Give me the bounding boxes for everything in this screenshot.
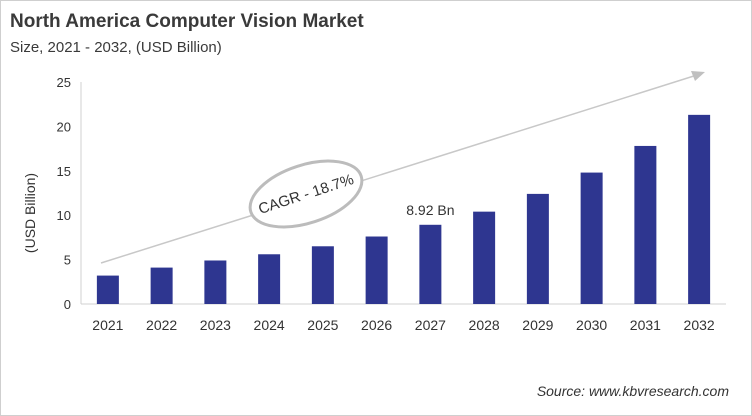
bar-2026 bbox=[365, 236, 388, 304]
bar-2031 bbox=[634, 145, 657, 304]
chart-title: North America Computer Vision Market bbox=[10, 11, 364, 32]
y-tick-label: 20 bbox=[57, 119, 71, 134]
x-tick-label: 2022 bbox=[146, 317, 177, 333]
x-tick-label: 2030 bbox=[576, 317, 607, 333]
bar-2023 bbox=[204, 260, 227, 304]
source-note: Source: www.kbvresearch.com bbox=[536, 383, 729, 399]
data-label: 8.92 Bn bbox=[406, 202, 454, 218]
y-tick-label: 25 bbox=[57, 75, 71, 90]
cagr-ellipse bbox=[248, 159, 364, 229]
x-tick-label: 2028 bbox=[469, 317, 500, 333]
x-tick-label: 2025 bbox=[307, 317, 338, 333]
y-axis-label: (USD Billion) bbox=[22, 173, 38, 253]
x-tick-label: 2031 bbox=[630, 317, 661, 333]
x-tick-label: 2024 bbox=[254, 317, 285, 333]
x-tick-label: 2021 bbox=[92, 317, 123, 333]
bar-2032 bbox=[688, 114, 711, 304]
x-tick-label: 2023 bbox=[200, 317, 231, 333]
y-tick-label: 5 bbox=[64, 253, 71, 268]
x-tick-label: 2027 bbox=[415, 317, 446, 333]
bar-2027 bbox=[419, 224, 442, 304]
x-tick-label: 2026 bbox=[361, 317, 392, 333]
x-tick-label: 2032 bbox=[684, 317, 715, 333]
x-tick-label: 2029 bbox=[522, 317, 553, 333]
bar-2022 bbox=[150, 267, 173, 304]
bar-2021 bbox=[96, 275, 119, 304]
y-tick-label: 0 bbox=[64, 297, 71, 312]
cagr-arrow-line bbox=[100, 74, 698, 264]
bar-2029 bbox=[526, 193, 549, 304]
chart-subtitle: Size, 2021 - 2032, (USD Billion) bbox=[10, 39, 222, 56]
cagr-arrowhead bbox=[691, 71, 705, 81]
bar-2030 bbox=[580, 172, 603, 304]
bar-2028 bbox=[473, 211, 496, 304]
bar-2024 bbox=[258, 254, 281, 304]
bar-2025 bbox=[311, 246, 334, 304]
y-tick-label: 10 bbox=[57, 208, 71, 223]
y-tick-label: 15 bbox=[57, 164, 71, 179]
